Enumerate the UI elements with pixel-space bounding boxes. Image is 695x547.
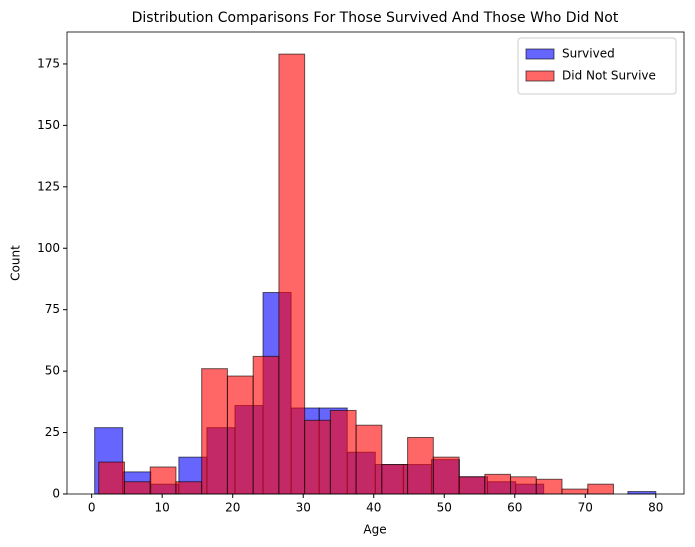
legend-swatch (525, 70, 555, 82)
legend-box (517, 37, 677, 95)
bar (123, 481, 151, 495)
y-tick-label: 0 (52, 487, 60, 501)
bar (226, 375, 254, 495)
chart-title: Distribution Comparisons For Those Survi… (132, 10, 619, 26)
x-tick-label: 80 (648, 501, 663, 515)
bar (98, 461, 125, 495)
bar (561, 488, 589, 495)
bar (381, 464, 409, 495)
y-tick-label: 175 (37, 56, 60, 70)
bar (304, 419, 331, 495)
x-tick-label: 20 (225, 501, 240, 515)
bar (149, 466, 177, 495)
y-tick-label: 50 (45, 364, 60, 378)
bar (175, 481, 203, 495)
bar (355, 424, 383, 495)
plot-frame (66, 31, 685, 495)
y-axis-label: Count (9, 245, 23, 281)
bar (252, 355, 280, 495)
x-tick-label: 50 (437, 501, 452, 515)
bar (484, 473, 512, 495)
bar (407, 436, 434, 495)
x-tick-label: 60 (507, 501, 522, 515)
legend-label: Survived (562, 47, 615, 61)
bar (278, 53, 306, 495)
bar (201, 368, 228, 495)
y-tick-label: 75 (45, 302, 60, 316)
x-tick-label: 30 (296, 501, 311, 515)
bar (535, 478, 563, 495)
y-tick-label: 150 (37, 118, 60, 132)
x-tick-label: 0 (88, 501, 96, 515)
bar (458, 476, 486, 495)
legend-label: Did Not Survive (562, 69, 656, 83)
x-tick-label: 10 (155, 501, 170, 515)
bar (510, 476, 537, 495)
y-tick-label: 125 (37, 179, 60, 193)
bar (587, 483, 614, 495)
x-tick-label: 70 (578, 501, 593, 515)
y-tick-label: 100 (37, 241, 60, 255)
bar (329, 409, 357, 495)
x-axis-label: Age (363, 523, 386, 537)
legend-swatch (525, 48, 555, 60)
bar (432, 456, 460, 495)
y-tick-label: 25 (45, 425, 60, 439)
x-tick-label: 40 (366, 501, 381, 515)
